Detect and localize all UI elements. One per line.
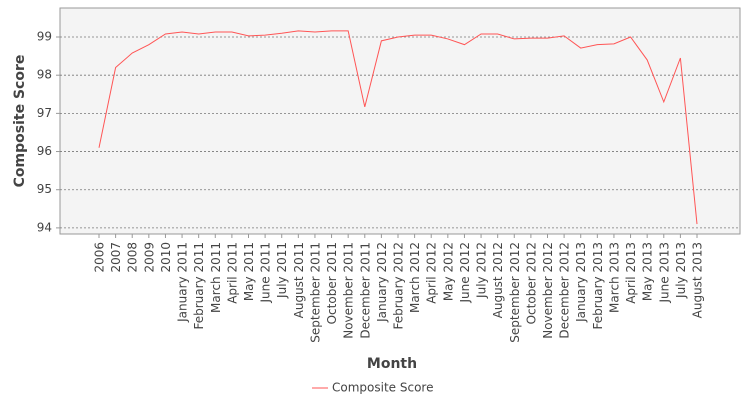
x-tick-label: April 2012 <box>425 242 439 304</box>
x-tick-label: January 2011 <box>176 242 190 323</box>
x-tick-label: July 2012 <box>475 242 489 299</box>
x-tick-label: May 2013 <box>641 242 655 301</box>
x-tick-label: August 2011 <box>292 242 306 318</box>
x-tick-label: July 2013 <box>674 242 688 299</box>
x-tick-label: November 2011 <box>342 242 356 339</box>
x-tick-label: September 2011 <box>308 242 322 343</box>
y-tick-label: 95 <box>37 182 52 196</box>
x-tick-label: June 2012 <box>458 242 472 304</box>
x-axis-title: Month <box>367 356 417 372</box>
x-tick-label: 2009 <box>142 242 156 273</box>
x-tick-label: 2008 <box>126 242 140 273</box>
legend-label: Composite Score <box>332 381 433 395</box>
x-tick-label: March 2011 <box>209 242 223 313</box>
x-tick-label: July 2011 <box>275 242 289 299</box>
x-tick-label: April 2011 <box>225 242 239 304</box>
x-tick-label: November 2012 <box>541 242 555 339</box>
x-tick-label: March 2012 <box>408 242 422 313</box>
x-tick-label: June 2011 <box>259 242 273 304</box>
x-tick-label: December 2012 <box>558 242 572 339</box>
x-tick-label: February 2012 <box>392 242 406 330</box>
x-tick-label: April 2013 <box>624 242 638 304</box>
x-tick-label: December 2011 <box>358 242 372 339</box>
plot-area <box>59 7 741 235</box>
y-tick-label: 96 <box>37 144 52 158</box>
x-tick-label: 2010 <box>159 242 173 273</box>
x-tick-label: May 2011 <box>242 242 256 301</box>
data-line <box>98 30 698 225</box>
x-tick-label: 2006 <box>93 242 107 273</box>
y-axis-title: Composite Score <box>12 55 28 188</box>
x-tick-label: February 2013 <box>591 242 605 330</box>
x-tick-label: October 2011 <box>325 242 339 324</box>
y-tick-label: 94 <box>37 220 52 234</box>
x-tick-label: August 2012 <box>491 242 505 318</box>
y-tick-label: 98 <box>37 68 52 82</box>
x-tick-label: February 2011 <box>192 242 206 330</box>
y-tick-label: 99 <box>37 30 52 44</box>
x-tick-label: March 2013 <box>607 242 621 313</box>
x-tick-label: September 2012 <box>508 242 522 343</box>
x-tick-label: June 2013 <box>657 242 671 304</box>
x-tick-label: October 2012 <box>524 242 538 324</box>
x-tick-label: January 2013 <box>574 242 588 323</box>
x-tick-label: May 2012 <box>441 242 455 301</box>
x-tick-label: August 2013 <box>691 242 705 318</box>
x-tick-label: 2007 <box>109 242 123 273</box>
x-tick-label: January 2012 <box>375 242 389 323</box>
y-tick-label: 97 <box>37 106 52 120</box>
